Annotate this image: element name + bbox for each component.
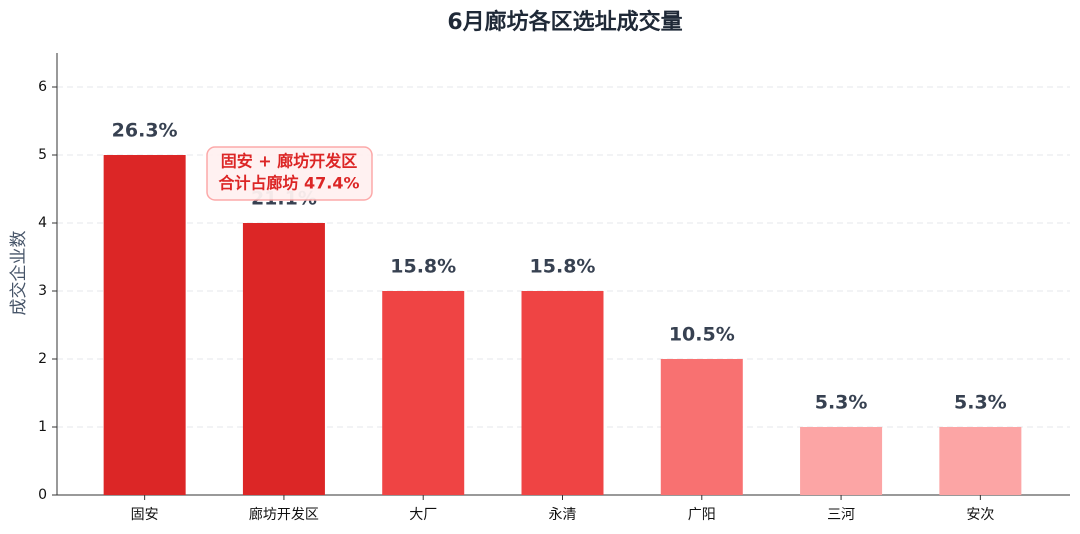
- x-tick-label: 廊坊开发区: [249, 506, 319, 523]
- data-label: 26.3%: [112, 120, 178, 142]
- x-tick-label: 安次: [966, 507, 994, 523]
- data-label: 15.8%: [390, 256, 456, 278]
- data-label: 5.3%: [954, 392, 1007, 414]
- data-label: 15.8%: [530, 256, 596, 278]
- annotation-box: [206, 146, 373, 201]
- y-axis-label: 成交企业数: [9, 231, 29, 316]
- x-tick-label: 广阳: [688, 507, 716, 523]
- y-tick-label: 6: [38, 79, 47, 95]
- y-tick-label: 3: [38, 283, 47, 299]
- y-tick-label: 0: [38, 487, 47, 503]
- annotation: 固安 + 廊坊开发区: [221, 152, 358, 171]
- bar: [242, 223, 325, 495]
- x-tick-label: 大厂: [409, 507, 437, 523]
- y-tick-label: 5: [38, 147, 47, 163]
- bar: [660, 359, 743, 495]
- x-tick-label: 固安: [131, 507, 159, 523]
- x-tick-label: 永清: [549, 507, 577, 523]
- y-tick-label: 4: [38, 215, 47, 231]
- data-label: 10.5%: [669, 324, 735, 346]
- bar: [939, 427, 1022, 495]
- bar: [800, 427, 883, 495]
- data-label: 5.3%: [815, 392, 868, 414]
- x-tick-label: 三河: [827, 507, 855, 523]
- chart-title: 6月廊坊各区选址成交量: [447, 9, 682, 35]
- bar: [521, 291, 604, 495]
- bar: [103, 155, 186, 495]
- annotation: 合计占廊坊 47.4%: [218, 174, 359, 193]
- y-tick-label: 2: [38, 351, 47, 367]
- bar: [382, 291, 465, 495]
- y-tick-label: 1: [38, 419, 47, 435]
